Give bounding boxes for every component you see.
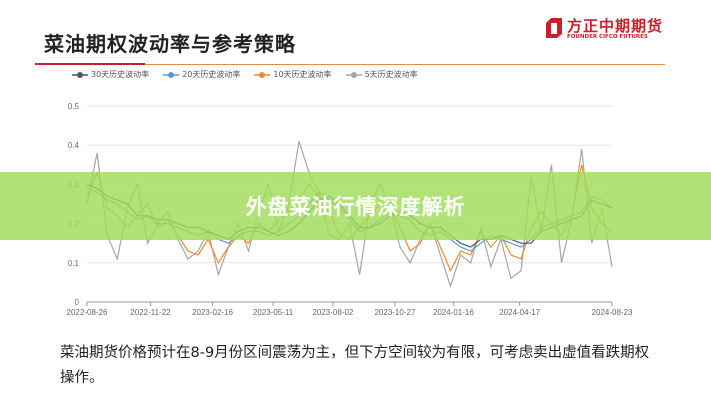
legend-label: 30天历史波动率 [91, 70, 150, 79]
banner-title: 外盘菜油行情深度解析 [245, 195, 466, 219]
legend-item-30d[interactable]: 30天历史波动率 [72, 69, 149, 80]
x-tick-label: 2023-05-11 [253, 308, 294, 317]
x-tick-label: 2024-08-23 [592, 308, 633, 317]
legend-item-10d[interactable]: 10天历史波动率 [254, 69, 332, 80]
y-tick-label: 0.5 [68, 102, 80, 111]
logo-mark-icon [546, 18, 562, 38]
legend-marker-icon [72, 71, 88, 78]
x-tick-label: 2022-11-22 [130, 308, 171, 317]
y-tick-label: 0.4 [68, 141, 80, 150]
logo-text-cn: 方正中期期货 [567, 17, 664, 35]
logo-text-en: FOUNDER CIFCO FUTURES [567, 34, 648, 40]
legend-marker-icon [163, 71, 180, 78]
y-tick-label: 0.1 [68, 259, 80, 268]
legend-label: 20天历史波动率 [182, 70, 241, 79]
title-underline-red [35, 63, 145, 65]
overlay-banner: 外盘菜油行情深度解析 [0, 172, 711, 240]
x-tick-label: 2024-01-16 [433, 308, 474, 317]
chart-legend: 30天历史波动率 20天历史波动率 10天历史波动率 5天历史波动率 [72, 69, 418, 80]
x-tick-label: 2023-08-02 [312, 308, 353, 317]
volatility-chart: 00.10.20.30.40.52022-08-262022-11-222023… [67, 102, 633, 317]
legend-label: 5天历史波动率 [364, 70, 418, 79]
x-tick-label: 2024-04-17 [499, 308, 540, 317]
x-tick-label: 2023-10-27 [374, 308, 415, 317]
y-tick-label: 0 [75, 298, 80, 307]
legend-label: 10天历史波动率 [273, 70, 332, 79]
legend-item-20d[interactable]: 20天历史波动率 [163, 69, 240, 80]
company-logo: 方正中期期货 FOUNDER CIFCO FUTURES [545, 15, 665, 43]
page-title: 菜油期权波动率与参考策略 [44, 32, 296, 56]
x-tick-label: 2023-02-16 [192, 308, 233, 317]
legend-marker-icon [345, 71, 362, 78]
strategy-description: 菜油期货价格预计在8-9月份区间震荡为主，但下方空间较为有限，可考虑卖出虚值看跌… [60, 345, 650, 386]
legend-marker-icon [254, 71, 271, 78]
title-underline-orange [145, 64, 665, 65]
x-tick-label: 2022-08-26 [67, 308, 108, 317]
legend-item-5d[interactable]: 5天历史波动率 [345, 69, 418, 80]
